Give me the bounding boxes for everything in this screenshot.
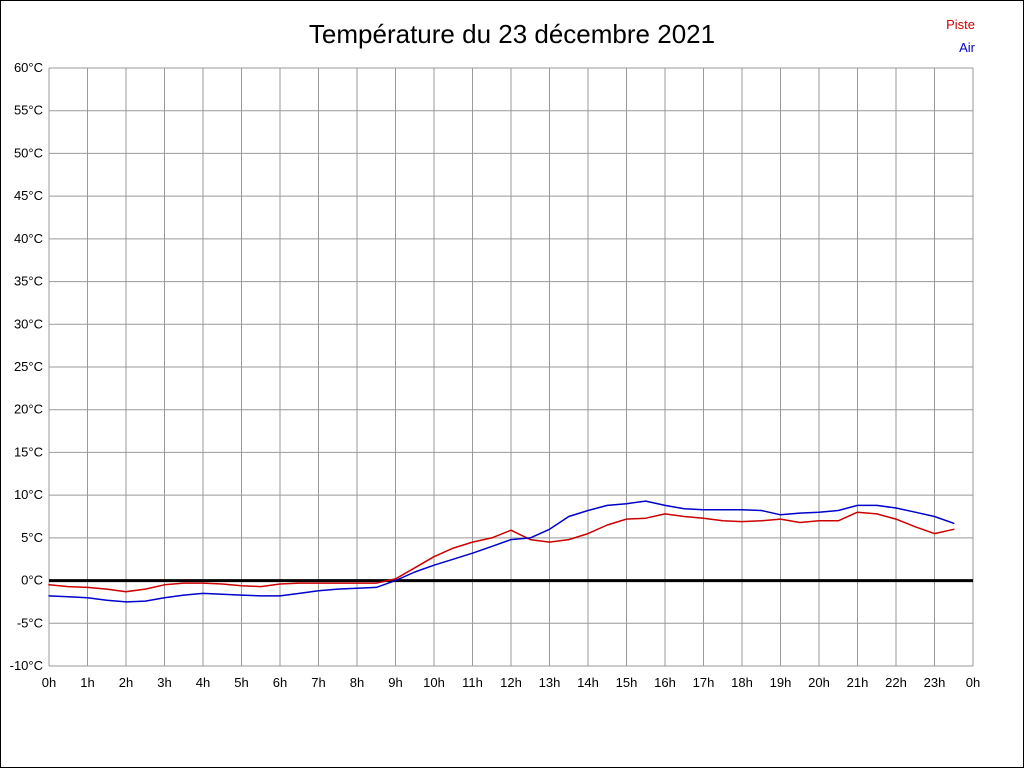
x-tick-label: 22h [885, 675, 907, 690]
x-tick-label: 23h [924, 675, 946, 690]
x-tick-label: 17h [693, 675, 715, 690]
chart-title: Température du 23 décembre 2021 [308, 19, 716, 49]
legend-item-air: Air [959, 40, 975, 55]
y-tick-label: 40°C [14, 231, 43, 246]
x-tick-label: 4h [196, 675, 210, 690]
x-tick-label: 5h [234, 675, 248, 690]
x-tick-label: 13h [539, 675, 561, 690]
y-tick-label: 25°C [14, 359, 43, 374]
y-tick-label: 50°C [14, 145, 43, 160]
y-tick-label: 10°C [14, 487, 43, 502]
y-tick-label: -10°C [10, 658, 43, 673]
x-tick-label: 20h [808, 675, 830, 690]
x-tick-label: 16h [654, 675, 676, 690]
x-tick-label: 19h [770, 675, 792, 690]
x-tick-label: 21h [847, 675, 869, 690]
x-tick-label: 18h [731, 675, 753, 690]
y-tick-label: 5°C [21, 530, 43, 545]
y-tick-label: -5°C [17, 615, 43, 630]
y-tick-label: 15°C [14, 444, 43, 459]
x-tick-label: 0h [42, 675, 56, 690]
y-tick-label: 45°C [14, 188, 43, 203]
x-tick-label: 3h [157, 675, 171, 690]
x-tick-label: 12h [500, 675, 522, 690]
x-tick-label: 8h [350, 675, 364, 690]
y-tick-label: 60°C [14, 60, 43, 75]
y-tick-label: 0°C [21, 573, 43, 588]
y-tick-label: 35°C [14, 274, 43, 289]
x-tick-label: 11h [462, 675, 483, 690]
x-tick-label: 14h [577, 675, 599, 690]
chart-legend: Piste Air [946, 13, 975, 59]
x-tick-label: 0h [966, 675, 980, 690]
legend-item-piste: Piste [946, 17, 975, 32]
x-tick-label: 9h [388, 675, 402, 690]
x-tick-label: 1h [80, 675, 94, 690]
x-tick-label: 15h [616, 675, 638, 690]
x-tick-label: 2h [119, 675, 133, 690]
y-tick-label: 30°C [14, 316, 43, 331]
series-line-piste [48, 511, 955, 593]
series-line-air [48, 500, 955, 603]
y-tick-label: 20°C [14, 402, 43, 417]
x-tick-label: 6h [273, 675, 287, 690]
x-tick-label: 7h [311, 675, 325, 690]
x-tick-label: 10h [423, 675, 445, 690]
y-tick-label: 55°C [14, 103, 43, 118]
